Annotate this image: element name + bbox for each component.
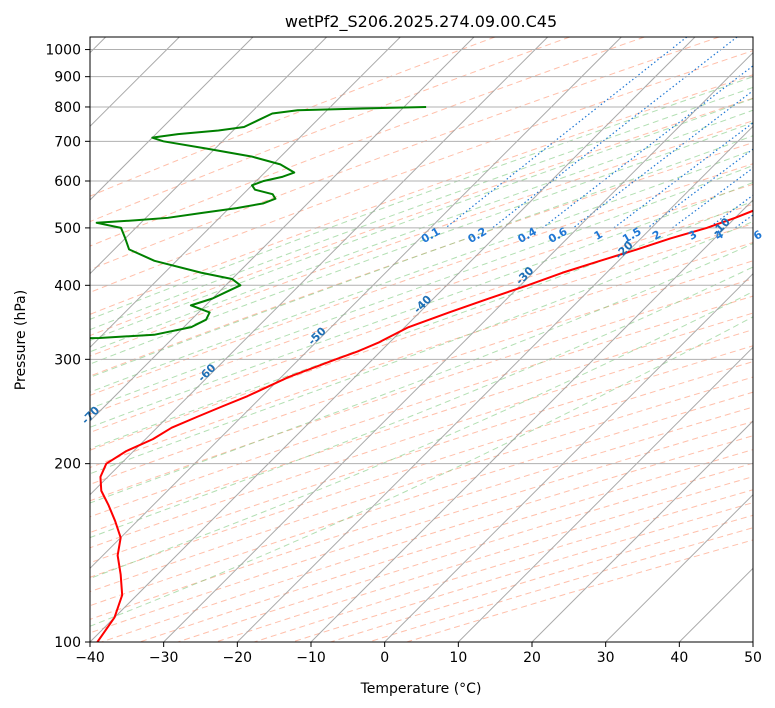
dry-adiabat — [90, 37, 645, 247]
moist-adiabat — [90, 266, 753, 539]
dry-adiabat — [90, 391, 753, 607]
moist-adiabat — [90, 164, 753, 410]
plot-frame — [89, 36, 754, 643]
isotherm-line — [90, 37, 475, 422]
moist-adiabat — [90, 86, 753, 331]
dry-adiabat — [90, 97, 753, 337]
dry-adiabat — [90, 74, 753, 315]
isotherm-line — [457, 346, 753, 642]
x-tick-label: −10 — [296, 650, 326, 666]
y-tick-label: 400 — [54, 278, 81, 294]
x-tick-label: −20 — [223, 650, 253, 666]
moist-adiabat — [90, 242, 753, 504]
temperature-profile — [96, 209, 753, 642]
isotherm-line — [90, 37, 328, 275]
x-tick-label: −30 — [149, 650, 179, 666]
dry-adiabat — [90, 312, 753, 534]
y-tick-label: 200 — [54, 457, 81, 473]
y-tick-label: 600 — [54, 174, 81, 190]
isotherm-line — [384, 272, 753, 642]
isotherm-line — [605, 493, 753, 642]
series-layer — [90, 105, 753, 642]
x-axis-label: Temperature (°C) — [360, 681, 482, 697]
dry-adiabat — [90, 37, 496, 197]
dry-adiabat — [90, 163, 753, 396]
grid-layer — [90, 37, 753, 642]
y-tick-label: 700 — [54, 134, 81, 150]
moist-adiabat — [90, 98, 753, 341]
y-tick-label: 100 — [54, 635, 81, 651]
y-tick-label: 900 — [54, 70, 81, 86]
isotherm-line — [90, 37, 401, 349]
x-tick-label: 0 — [380, 650, 389, 666]
mixing-ratio-line — [572, 89, 753, 229]
y-tick-label: 500 — [54, 221, 81, 237]
moist-adiabat — [90, 200, 753, 450]
mixing-ratio-line — [672, 167, 753, 229]
moist-adiabat — [90, 291, 753, 579]
isotherm-line — [163, 51, 753, 642]
x-tick-label: 40 — [670, 650, 688, 666]
x-tick-label: 30 — [597, 650, 615, 666]
dry-adiabat — [90, 223, 753, 451]
dry-adiabat — [90, 329, 753, 549]
isotherm-line — [236, 125, 753, 642]
dry-adiabat — [90, 50, 753, 293]
isotherm-line — [310, 199, 753, 642]
chart-title: wetPf2_S206.2025.274.09.00.C45 — [285, 12, 557, 32]
moist-adiabat — [90, 109, 753, 353]
isotherm-line — [90, 37, 549, 496]
x-tick-label: −40 — [75, 650, 105, 666]
axis-layer: −40 −30 −20 −10 0 10 20 30 40 50 100 200 300 400 500 60… — [45, 43, 762, 666]
dry-adiabat — [90, 361, 753, 578]
isotherm-line — [90, 37, 696, 642]
y-tick-label: 1000 — [45, 43, 81, 59]
x-tick-label: 20 — [523, 650, 541, 666]
y-tick-label: 800 — [54, 100, 81, 116]
y-axis-label: Pressure (hPa) — [13, 290, 29, 390]
x-tick-label: 10 — [449, 650, 467, 666]
dewpoint-profile — [90, 105, 427, 340]
moist-adiabat — [90, 76, 753, 320]
dry-adiabat — [90, 278, 753, 502]
dry-adiabat — [90, 142, 753, 377]
isotherm-line — [531, 420, 753, 642]
isotherm-line — [90, 37, 622, 570]
x-tick-label: 50 — [744, 650, 762, 666]
dry-adiabat — [90, 37, 570, 223]
moist-adiabat — [90, 181, 753, 428]
mixing-ratio-line — [542, 65, 753, 229]
y-tick-label: 300 — [54, 352, 81, 368]
